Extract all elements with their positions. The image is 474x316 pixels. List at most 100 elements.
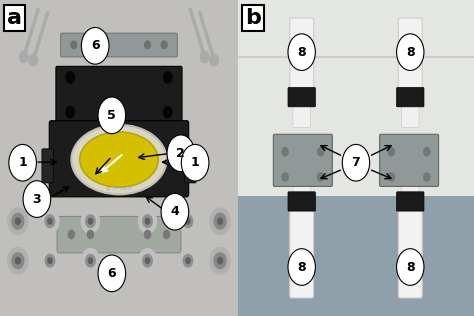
FancyBboxPatch shape xyxy=(56,66,182,122)
Text: 6: 6 xyxy=(91,39,100,52)
Text: 1: 1 xyxy=(18,156,27,169)
Circle shape xyxy=(16,218,20,224)
Circle shape xyxy=(13,254,23,267)
Circle shape xyxy=(87,230,93,239)
Text: 1: 1 xyxy=(191,156,200,169)
Circle shape xyxy=(82,27,109,64)
Circle shape xyxy=(288,34,315,70)
Circle shape xyxy=(218,258,222,264)
Circle shape xyxy=(9,144,36,181)
Circle shape xyxy=(167,135,195,172)
Circle shape xyxy=(179,249,197,273)
Circle shape xyxy=(211,249,229,273)
Circle shape xyxy=(143,254,152,267)
Circle shape xyxy=(183,254,193,267)
Circle shape xyxy=(210,247,230,274)
Circle shape xyxy=(388,173,394,181)
Circle shape xyxy=(182,144,209,181)
Circle shape xyxy=(88,258,92,264)
Circle shape xyxy=(12,213,24,229)
Circle shape xyxy=(164,72,172,83)
Circle shape xyxy=(146,258,150,264)
Text: 6: 6 xyxy=(108,267,116,280)
Circle shape xyxy=(215,254,225,267)
Circle shape xyxy=(218,258,222,264)
Text: 3: 3 xyxy=(33,192,41,206)
FancyBboxPatch shape xyxy=(398,208,422,298)
Circle shape xyxy=(397,249,424,285)
Circle shape xyxy=(12,253,24,269)
Circle shape xyxy=(82,249,100,273)
Circle shape xyxy=(186,218,190,224)
Circle shape xyxy=(282,148,288,156)
Text: 5: 5 xyxy=(108,109,116,122)
Circle shape xyxy=(138,249,156,273)
Bar xyxy=(238,0,474,196)
Circle shape xyxy=(218,218,222,224)
FancyBboxPatch shape xyxy=(397,192,424,211)
FancyBboxPatch shape xyxy=(401,171,419,194)
Circle shape xyxy=(71,41,77,49)
Circle shape xyxy=(16,258,20,264)
Circle shape xyxy=(179,209,197,233)
Circle shape xyxy=(186,258,190,264)
Text: 8: 8 xyxy=(297,260,306,274)
Circle shape xyxy=(48,258,52,264)
Circle shape xyxy=(16,258,20,264)
FancyBboxPatch shape xyxy=(185,149,196,183)
Circle shape xyxy=(218,218,222,224)
Circle shape xyxy=(214,213,226,229)
Circle shape xyxy=(215,215,225,228)
Circle shape xyxy=(143,215,152,228)
Circle shape xyxy=(164,230,170,239)
Circle shape xyxy=(19,51,28,63)
Text: 4: 4 xyxy=(171,205,179,218)
FancyBboxPatch shape xyxy=(57,216,181,253)
Circle shape xyxy=(98,97,126,134)
Text: b: b xyxy=(245,8,261,28)
FancyBboxPatch shape xyxy=(49,121,189,197)
Circle shape xyxy=(288,249,315,285)
Circle shape xyxy=(9,249,27,273)
Circle shape xyxy=(397,34,424,70)
Circle shape xyxy=(164,106,172,118)
Circle shape xyxy=(210,208,230,234)
Text: 2: 2 xyxy=(176,147,185,160)
Ellipse shape xyxy=(72,125,166,194)
Text: 7: 7 xyxy=(352,156,360,169)
FancyBboxPatch shape xyxy=(290,208,314,298)
FancyBboxPatch shape xyxy=(288,88,315,107)
Circle shape xyxy=(9,209,27,233)
Circle shape xyxy=(41,209,59,233)
FancyBboxPatch shape xyxy=(398,18,422,91)
Text: a: a xyxy=(7,8,22,28)
FancyBboxPatch shape xyxy=(293,105,310,127)
Circle shape xyxy=(161,193,189,230)
Text: 8: 8 xyxy=(406,260,415,274)
FancyBboxPatch shape xyxy=(42,149,53,183)
Ellipse shape xyxy=(80,132,158,187)
Circle shape xyxy=(201,51,209,63)
Circle shape xyxy=(138,209,156,233)
Circle shape xyxy=(45,215,55,228)
Circle shape xyxy=(45,254,55,267)
Circle shape xyxy=(161,41,167,49)
Circle shape xyxy=(146,218,150,224)
Circle shape xyxy=(183,215,193,228)
Circle shape xyxy=(68,230,74,239)
Circle shape xyxy=(66,72,74,83)
Circle shape xyxy=(29,54,37,66)
Circle shape xyxy=(342,144,370,181)
Circle shape xyxy=(318,173,324,181)
Circle shape xyxy=(318,148,324,156)
Circle shape xyxy=(23,181,51,217)
Circle shape xyxy=(214,253,226,269)
Circle shape xyxy=(8,247,28,274)
Circle shape xyxy=(282,173,288,181)
FancyBboxPatch shape xyxy=(273,134,332,186)
Text: 8: 8 xyxy=(297,46,306,59)
Circle shape xyxy=(210,54,219,66)
Circle shape xyxy=(13,215,23,228)
Bar xyxy=(238,196,474,316)
Text: 8: 8 xyxy=(406,46,415,59)
